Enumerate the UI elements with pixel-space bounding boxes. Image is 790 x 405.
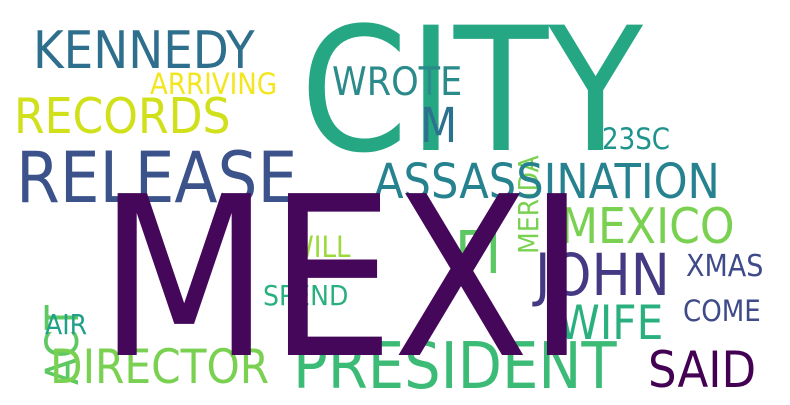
word-fi: FI <box>455 218 502 287</box>
word-mexi: MEXI <box>98 150 586 405</box>
word-23sc: 23SC <box>602 122 670 156</box>
word-spend: SPEND <box>263 279 349 312</box>
word-xmas: XMAS <box>686 249 764 284</box>
word-assassination: ASSASSINATION <box>374 154 720 210</box>
word-president: PRESIDENT <box>293 330 617 404</box>
word-city: CITY <box>300 0 643 191</box>
word-will: WILL <box>288 230 351 264</box>
word-said: SAID <box>648 341 757 399</box>
word-m: M <box>420 98 458 154</box>
word-come: COME <box>683 294 761 328</box>
word-wrote: WROTE <box>332 60 463 105</box>
word-wife: WIFE <box>558 296 664 351</box>
word-release: RELEASE <box>16 137 298 219</box>
word-arriving: ARRIVING <box>150 67 278 101</box>
word-kennedy: KENNEDY <box>33 21 255 81</box>
word-mexico: MEXICO <box>560 198 735 255</box>
word-air: AIR <box>45 308 88 341</box>
word-records: RECORDS <box>14 88 231 145</box>
word-director: DIRECTOR <box>50 340 270 395</box>
word-john: JOHN <box>535 241 670 309</box>
